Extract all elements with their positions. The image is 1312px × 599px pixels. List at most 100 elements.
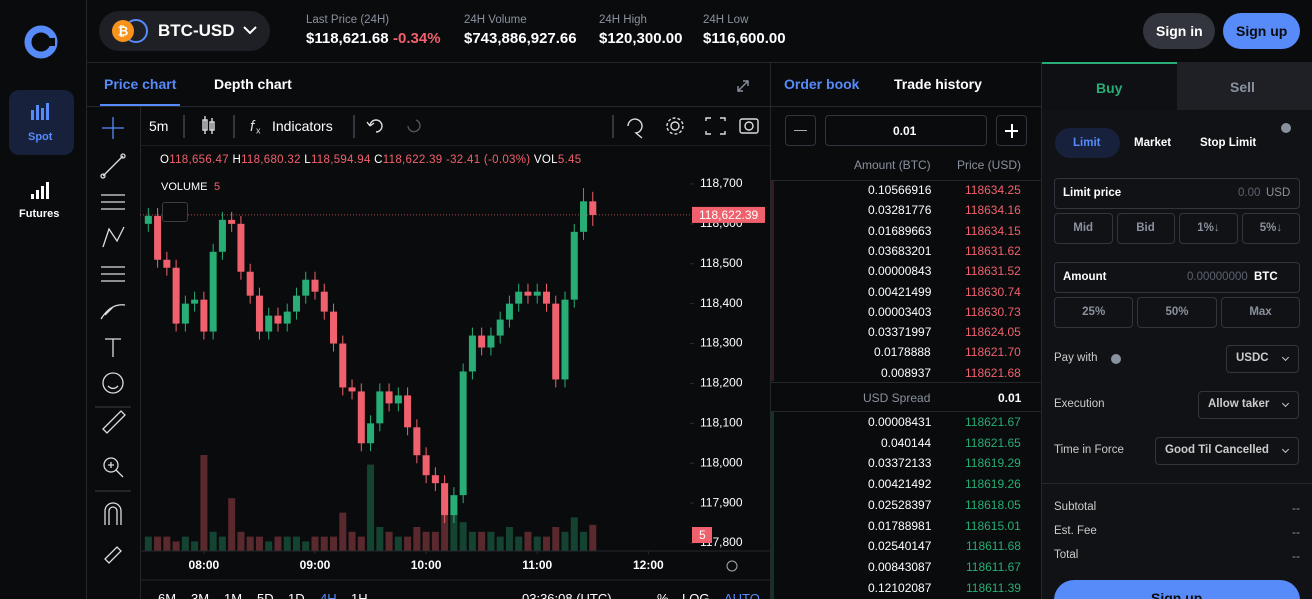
quick-label[interactable]: 5%↓ [1259,222,1283,234]
collapse-button[interactable] [162,202,188,222]
candle-body [348,387,356,392]
volume-bar [450,512,458,551]
candle-body [580,201,588,232]
sign-up-button[interactable] [1223,13,1300,49]
input[interactable] [1054,262,1300,293]
tab[interactable]: Depth chart [214,76,292,92]
range-button[interactable]: 1H [351,591,368,599]
volume-bar [163,536,171,551]
tab[interactable]: Price chart [104,76,177,92]
bid-amount: 0.02528397 [868,497,932,512]
x-tick-label: 09:00 [300,558,331,572]
chart-option[interactable]: AUTO [724,591,760,599]
svg-text:₿: ₿ [118,23,129,38]
candle-body [478,335,486,348]
chart-option[interactable]: % [657,591,669,599]
legend-key: C [374,154,383,166]
input[interactable] [1054,178,1300,209]
quick-button[interactable] [1054,213,1113,244]
ask-amount: 0.01689663 [868,223,932,238]
spread-label: USD Spread [863,391,931,405]
quick-label[interactable]: Max [1249,306,1272,318]
tab[interactable]: Trade history [894,76,982,92]
nav-label[interactable]: Futures [19,208,60,220]
candle-body [542,291,550,304]
type-active[interactable] [1055,128,1120,158]
legend-value: 5.45 [557,154,582,166]
depth-strip [771,412,774,599]
spot-button[interactable] [9,90,74,155]
range-button[interactable]: 1M [224,591,243,599]
volume-bar [376,527,384,551]
submit-button[interactable] [1054,580,1300,599]
field-value[interactable]: USDC [1236,352,1269,364]
volume-bar [413,527,421,551]
ask-amount: 0.03683201 [868,243,932,258]
y-tick-label: 118,500 [700,256,743,270]
bid-amount: 0.00008431 [868,415,932,429]
range-button[interactable]: 4H [320,591,337,599]
tab[interactable]: Sell [1230,79,1255,95]
field-value[interactable]: Allow taker [1208,398,1270,410]
tab[interactable]: Order book [784,76,860,92]
quick-label[interactable]: Bid [1136,222,1155,234]
quick-button[interactable] [1054,297,1134,328]
expand-icon[interactable] [736,79,750,93]
quick-button[interactable] [1220,297,1300,328]
quick-button[interactable] [1116,213,1175,244]
quick-label[interactable]: 25% [1082,306,1106,318]
plus-button[interactable] [996,115,1027,146]
candle-body [404,395,412,428]
range-button[interactable]: 1D [288,591,305,599]
pair-name[interactable]: BTC-USD [158,21,235,40]
order-type[interactable]: Limit [1073,137,1101,149]
range-button[interactable]: 5D [257,591,274,599]
divider [771,411,1041,412]
quick-label[interactable]: Mid [1073,222,1094,234]
order-type[interactable]: Stop Limit [1200,137,1257,149]
candle-body [172,267,180,324]
nav-label[interactable]: Spot [28,131,53,143]
field-value[interactable]: Good Til Cancelled [1165,444,1269,456]
quick-button[interactable] [1179,213,1238,244]
buy-tab[interactable] [1042,62,1177,110]
quick-button[interactable] [1241,213,1300,244]
sign-in-button[interactable] [1143,13,1215,49]
button-label[interactable]: Sign in [1156,23,1203,39]
dropdown[interactable] [1198,391,1299,419]
range-button[interactable]: 3M [191,591,210,599]
tab[interactable]: Buy [1096,80,1123,96]
sell-tab[interactable] [1177,62,1312,110]
submit-label[interactable]: Sign up [1151,590,1203,599]
indicators-button[interactable]: Indicators [272,118,333,134]
logo[interactable] [24,25,58,59]
candle-body [320,291,328,312]
stat-label: 24H High [599,14,647,26]
candle-body [505,303,513,320]
interval[interactable]: 5m [149,118,169,134]
ask-price: 118631.62 [965,243,1021,258]
quick-label[interactable]: 50% [1165,306,1189,318]
quick-label[interactable]: 1%↓ [1197,222,1220,234]
chart-option[interactable]: LOG [682,591,710,599]
volume-bar [265,541,273,551]
range-button[interactable]: 6M [158,591,177,599]
step-input[interactable] [825,115,987,146]
order-type[interactable]: Market [1134,137,1172,149]
divider [86,0,87,599]
legend-key: VOL [533,154,558,166]
ask-price: 118630.73 [965,304,1021,319]
quick-button[interactable] [1137,297,1217,328]
stat-label: 24H Low [703,14,749,26]
volume-bar [487,531,495,551]
legend-value: 118,594.94 [310,154,371,166]
volume-bar [154,536,162,551]
dropdown[interactable] [1226,345,1299,373]
input-unit: USD [1266,187,1291,199]
volume-bar [209,531,217,551]
dropdown[interactable] [1155,437,1299,465]
candle-body [246,271,254,296]
minus-button[interactable] [785,115,816,146]
button-label[interactable]: Sign up [1236,23,1288,39]
divider [771,180,1041,181]
